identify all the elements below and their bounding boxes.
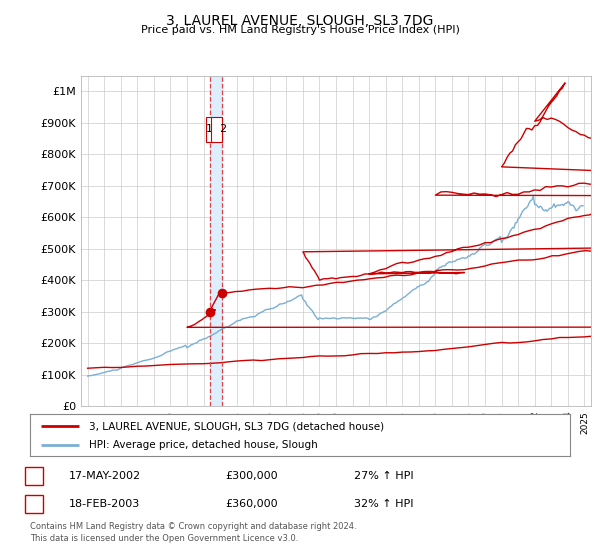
Text: 2: 2 [220,124,226,134]
Text: 3, LAUREL AVENUE, SLOUGH, SL3 7DG (detached house): 3, LAUREL AVENUE, SLOUGH, SL3 7DG (detac… [89,421,385,431]
Text: This data is licensed under the Open Government Licence v3.0.: This data is licensed under the Open Gov… [30,534,298,543]
Bar [206,116,222,142]
Bar [209,76,222,406]
Text: 3, LAUREL AVENUE, SLOUGH, SL3 7DG: 3, LAUREL AVENUE, SLOUGH, SL3 7DG [166,14,434,28]
Text: 2: 2 [30,499,37,509]
Text: £300,000: £300,000 [225,471,278,481]
Text: Price paid vs. HM Land Registry's House Price Index (HPI): Price paid vs. HM Land Registry's House … [140,25,460,35]
Text: 32% ↑ HPI: 32% ↑ HPI [354,499,413,509]
Text: £360,000: £360,000 [225,499,278,509]
Text: 1: 1 [30,471,37,481]
Text: 27% ↑ HPI: 27% ↑ HPI [354,471,413,481]
Text: 17-MAY-2002: 17-MAY-2002 [69,471,141,481]
Text: 1: 1 [205,124,212,134]
Text: HPI: Average price, detached house, Slough: HPI: Average price, detached house, Slou… [89,441,318,450]
Text: 18-FEB-2003: 18-FEB-2003 [69,499,140,509]
Text: Contains HM Land Registry data © Crown copyright and database right 2024.: Contains HM Land Registry data © Crown c… [30,522,356,531]
